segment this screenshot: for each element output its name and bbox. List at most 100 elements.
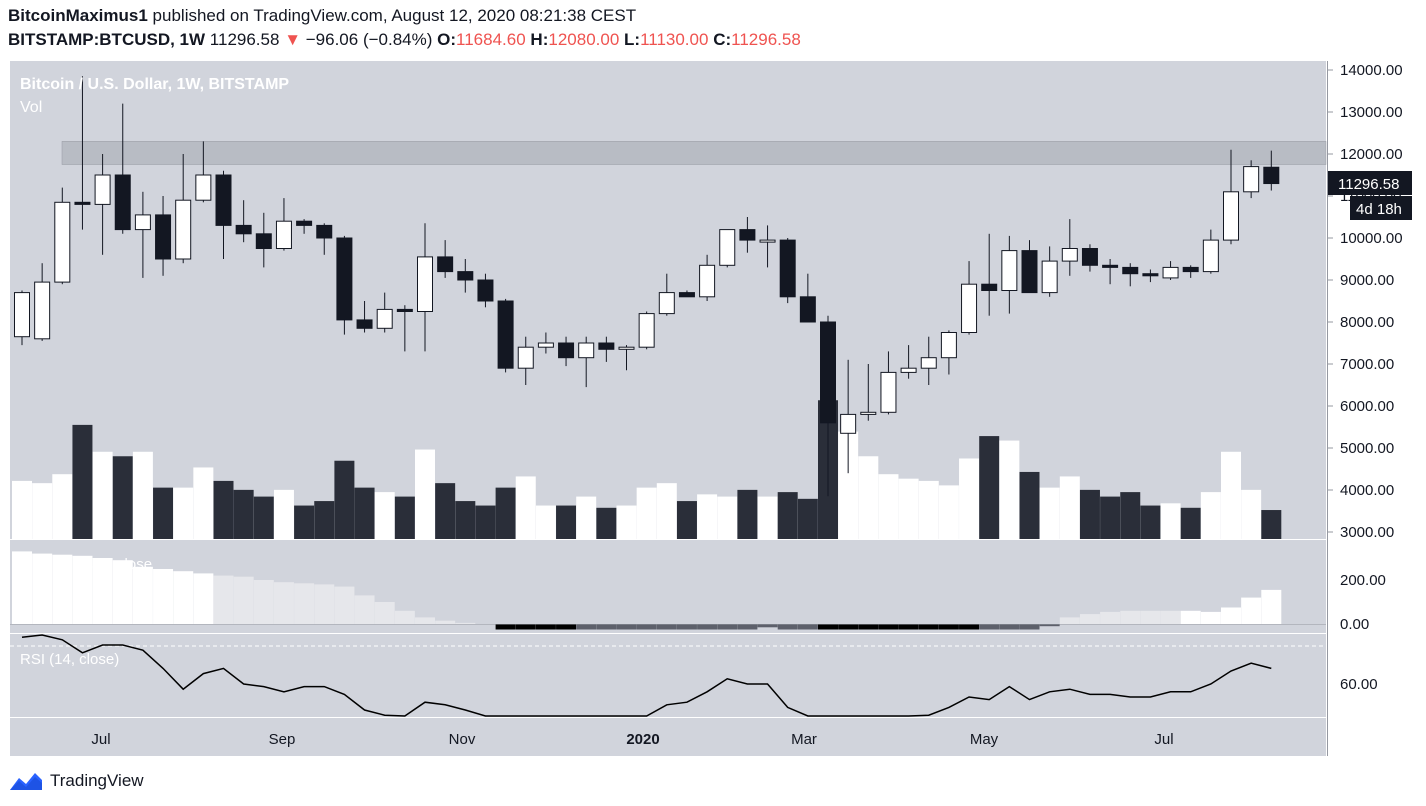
candle-body [14, 292, 30, 338]
price-tick-label: 4000.00 [1340, 482, 1394, 499]
tradingview-logo[interactable]: TradingView [8, 770, 144, 792]
candle-body [1202, 239, 1219, 273]
volume-bar [1200, 492, 1221, 539]
osc-bar [556, 624, 577, 630]
price-tick-label: 7000.00 [1340, 356, 1394, 373]
volume-bar [233, 489, 254, 539]
osc-bar [1019, 624, 1040, 630]
osc-bar [334, 586, 355, 624]
osc-bar [576, 624, 597, 630]
time-axis-label: May [970, 731, 999, 748]
volume-bar [717, 496, 738, 539]
osc-bar [294, 583, 315, 624]
osc-bar [656, 624, 677, 630]
candle-body [779, 239, 796, 298]
volume-bar [1261, 510, 1282, 539]
volume-bar [1120, 492, 1141, 539]
osc-bar [394, 610, 415, 624]
candle-body [598, 342, 615, 350]
volume-bar [576, 496, 597, 539]
volume-bar [1241, 489, 1262, 539]
candle-body [195, 174, 212, 201]
candle-body [396, 308, 413, 312]
candle-body [336, 237, 353, 321]
close-label: C: [713, 30, 732, 49]
volume-bar [878, 474, 899, 539]
osc-bar [92, 558, 113, 624]
volume-bar [858, 456, 879, 539]
osc-bar [32, 553, 53, 624]
osc-bar [535, 624, 556, 630]
candle-body [739, 229, 756, 241]
candle-body [94, 174, 111, 205]
candle-body [900, 367, 917, 373]
candle-body [54, 201, 71, 283]
osc-bar [676, 624, 697, 630]
candle-body [940, 332, 957, 359]
high-value: 12080.00 [548, 30, 620, 49]
volume-bar [92, 451, 113, 539]
osc-bar [253, 580, 274, 624]
candle-body [376, 308, 393, 329]
last-price: 11296.58 [209, 30, 280, 49]
low-label: L: [624, 30, 641, 49]
price-tick-label: 6000.00 [1340, 398, 1394, 415]
osc-bar [938, 624, 959, 630]
volume-bar [757, 496, 778, 539]
osc-bar [1221, 607, 1241, 624]
publisher-name[interactable]: BitcoinMaximus1 [8, 6, 148, 25]
osc-bar [374, 602, 395, 624]
osc-bar [979, 624, 1000, 630]
candle-body [34, 281, 51, 340]
candle-body [1122, 266, 1139, 275]
volume-bar [636, 487, 657, 539]
published-text: published on TradingView.com, August 12,… [152, 6, 637, 25]
osc-bar [596, 624, 617, 630]
candle-body [880, 371, 897, 413]
volume-bar [32, 483, 53, 539]
rsi-pane-bg [10, 634, 1326, 717]
symbol-label: BITSTAMP:BTCUSD, 1W [8, 30, 206, 49]
publish-info: BitcoinMaximus1 published on TradingView… [8, 6, 636, 26]
low-value: 11130.00 [640, 30, 709, 49]
volume-bar [777, 492, 798, 539]
osc-bar [1059, 617, 1080, 624]
price-tick-label: 12000.00 [1340, 146, 1403, 163]
candle-body [417, 256, 433, 312]
osc-bar [495, 624, 516, 630]
candle-body [638, 313, 655, 348]
osc-bar [314, 584, 335, 624]
candle-body [437, 256, 454, 273]
osc-bar [1039, 624, 1060, 627]
volume-bar [797, 498, 818, 539]
volume-bar [656, 483, 677, 539]
down-arrow-icon: ▼ [284, 30, 302, 49]
osc-bar [878, 624, 899, 630]
open-value: 11684.60 [456, 30, 526, 49]
volume-bar [354, 487, 375, 539]
osc-bar [153, 569, 174, 624]
rsi-label: RSI (14, close) [20, 651, 119, 668]
volume-bar [374, 492, 395, 539]
osc-bar [12, 551, 32, 624]
osc-bar [898, 624, 919, 630]
volume-bar [1039, 487, 1060, 539]
osc-bar [1160, 610, 1181, 624]
time-axis-label: Jul [1154, 731, 1173, 748]
time-axis-bg [10, 718, 1326, 756]
tradingview-logo-icon [10, 773, 42, 790]
candle-body [820, 321, 836, 424]
candle-body [517, 346, 534, 369]
candle-body [134, 214, 151, 231]
close-value: 11296.58 [731, 30, 801, 49]
open-label: O: [437, 30, 457, 49]
osc-bar [1180, 610, 1201, 624]
candle-body [618, 346, 635, 350]
osc-bar [1079, 614, 1100, 624]
volume-bar [1079, 489, 1100, 539]
osc-bar [1261, 589, 1282, 624]
volume-bar [515, 476, 536, 539]
osc-bar [173, 571, 194, 624]
tradingview-brand-text: TradingView [50, 771, 144, 790]
